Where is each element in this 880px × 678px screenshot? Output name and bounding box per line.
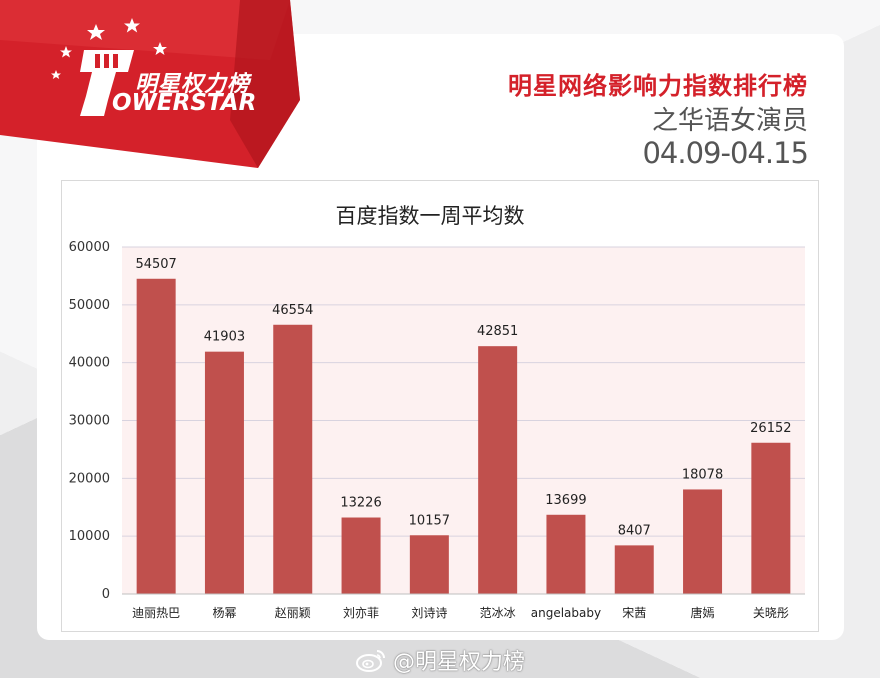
brand-logo (0, 0, 300, 168)
page-title: 明星网络影响力指数排行榜 (508, 72, 808, 100)
chart-title: 百度指数一周平均数 (335, 204, 525, 228)
x-tick-label: 唐嫣 (691, 605, 715, 620)
y-tick-label: 60000 (69, 240, 110, 255)
brand-banner: 明星权力榜 OWERSTAR (0, 0, 300, 170)
data-label: 26152 (750, 421, 791, 436)
brand-name-cn: 明星权力榜 (135, 72, 251, 97)
y-tick-label: 50000 (69, 298, 110, 313)
x-tick-label: 刘亦菲 (343, 605, 379, 620)
data-label: 8407 (618, 523, 651, 538)
weibo-icon (356, 650, 385, 672)
x-tick-label: 宋茜 (622, 605, 646, 620)
x-tick-label: 杨幂 (212, 605, 236, 620)
x-tick-label: 迪丽热巴 (132, 606, 180, 620)
y-tick-label: 40000 (69, 356, 110, 371)
data-label: 13226 (340, 496, 381, 511)
bar (751, 442, 791, 594)
bar (204, 351, 244, 594)
bar (683, 489, 723, 594)
data-label: 54507 (135, 257, 176, 272)
x-tick-label: 范冰冰 (480, 606, 516, 620)
x-tick-label: 刘诗诗 (411, 606, 447, 620)
bar (273, 324, 313, 594)
data-label: 46554 (272, 303, 313, 318)
x-tick-label: angelababy (531, 606, 601, 620)
y-tick-label: 30000 (69, 414, 110, 429)
y-tick-label: 20000 (69, 471, 110, 486)
bar (546, 514, 586, 594)
y-tick-label: 0 (102, 587, 110, 602)
bar (614, 545, 654, 594)
x-tick-label: 关晓彤 (753, 606, 789, 620)
x-tick-label: 赵丽颖 (275, 606, 311, 620)
brand-name-en: OWERSTAR (112, 90, 257, 116)
data-label: 42851 (477, 324, 518, 339)
data-label: 18078 (682, 467, 723, 482)
bar (409, 535, 449, 594)
bar (136, 278, 176, 594)
bar (478, 346, 518, 594)
page-subtitle: 之华语女演员 (651, 106, 808, 136)
date-range: 04.09-04.15 (642, 136, 809, 170)
bar (341, 517, 381, 594)
data-label: 10157 (409, 513, 450, 528)
data-label: 41903 (204, 330, 245, 345)
data-label: 13699 (545, 493, 586, 508)
watermark: @明星权力榜 (355, 644, 525, 676)
watermark-text: @明星权力榜 (393, 650, 526, 675)
y-tick-label: 10000 (69, 529, 110, 544)
